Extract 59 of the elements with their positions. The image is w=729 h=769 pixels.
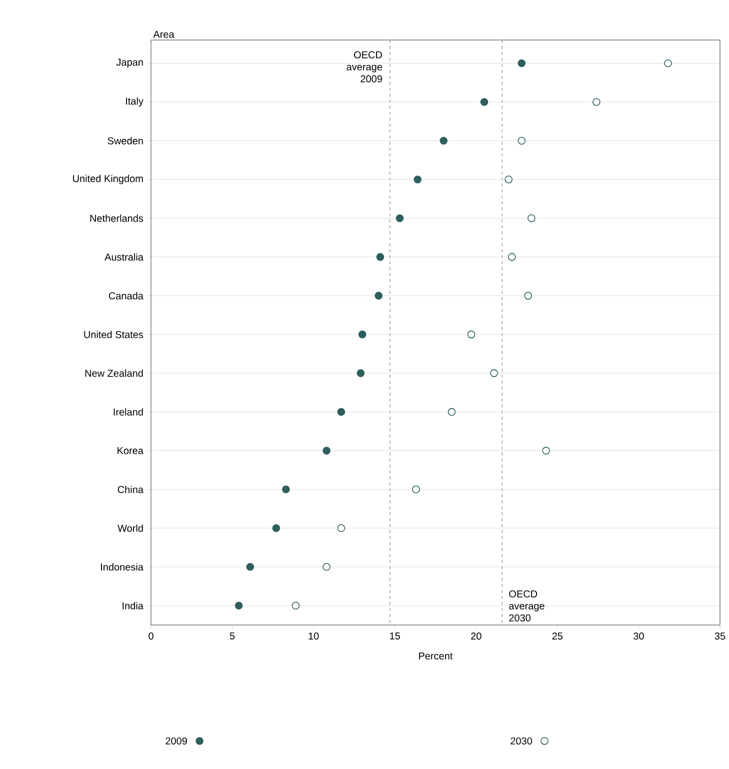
point <box>524 292 532 300</box>
ref-line-label: OECD average 2030 <box>509 590 544 622</box>
y-tick-label: Netherlands <box>90 214 144 222</box>
y-tick-label: New Zealand <box>85 370 143 377</box>
x-tick-label: 10 <box>308 632 319 640</box>
point <box>440 136 448 145</box>
y-tick-label: China <box>118 486 144 494</box>
point <box>337 408 346 416</box>
legend-label: 2009 <box>166 737 188 745</box>
point <box>664 59 672 68</box>
point <box>467 330 476 338</box>
x-tick-label: 35 <box>714 632 726 640</box>
y-tick-label: Canada <box>109 292 144 300</box>
point <box>448 408 456 416</box>
point <box>480 98 488 106</box>
point <box>337 524 346 532</box>
y-tick-label: Australia <box>104 253 144 261</box>
point <box>292 602 300 610</box>
y-axis-title: Area <box>153 30 174 38</box>
point <box>542 446 550 455</box>
point <box>592 98 600 106</box>
x-tick-label: 30 <box>634 632 644 640</box>
point <box>246 562 254 571</box>
point <box>518 136 526 145</box>
y-tick-label: Ireland <box>114 408 143 416</box>
x-tick-label: 15 <box>390 632 400 640</box>
y-tick-label: Korea <box>118 447 144 454</box>
y-tick-label: Italy <box>126 97 144 107</box>
point <box>322 562 331 571</box>
legend-label: 2030 <box>510 737 532 745</box>
y-tick-label: Indonesia <box>101 563 144 571</box>
x-axis-title: Percent <box>419 652 453 660</box>
point <box>358 330 366 338</box>
y-tick-label: World <box>118 524 143 532</box>
ref-line-label: OECD average 2009 <box>346 51 382 82</box>
x-tick-label: 20 <box>471 632 482 640</box>
point <box>396 214 404 222</box>
point <box>374 292 383 300</box>
y-tick-label: United States <box>84 330 144 338</box>
y-tick-label: India <box>122 602 144 610</box>
point <box>376 253 384 261</box>
x-tick-label: 5 <box>230 632 235 640</box>
x-tick-label: 0 <box>148 632 154 640</box>
y-tick-label: Japan <box>116 58 143 68</box>
point <box>414 176 422 184</box>
x-tick-label: 25 <box>552 632 563 640</box>
point <box>412 486 420 494</box>
y-tick-label: Sweden <box>108 137 143 144</box>
point <box>272 524 280 532</box>
y-tick-label: United Kingdom <box>73 174 143 184</box>
point <box>234 602 243 610</box>
point <box>322 446 331 455</box>
point <box>282 486 290 494</box>
point <box>356 369 365 378</box>
point <box>528 214 536 222</box>
point <box>518 59 526 68</box>
point <box>508 253 516 261</box>
point <box>490 369 498 378</box>
point <box>504 176 513 184</box>
